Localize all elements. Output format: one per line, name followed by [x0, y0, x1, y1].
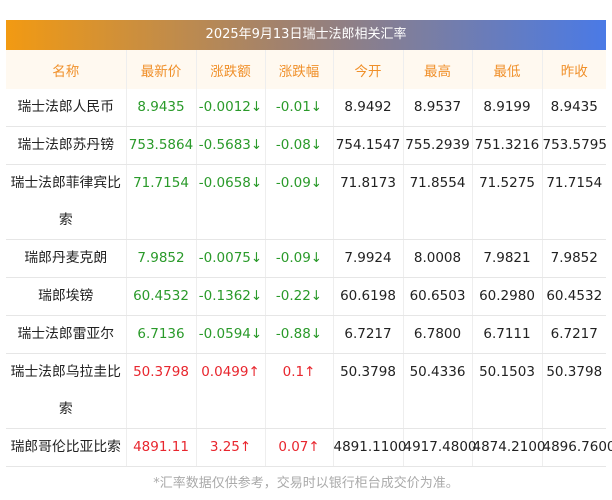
column-header: 涨跌幅	[265, 50, 334, 89]
cell-high: 71.8554	[403, 164, 473, 240]
cell-pct: -0.01↓	[265, 89, 334, 127]
cell-high: 8.0008	[403, 239, 473, 278]
table-row: 瑞士法郎苏丹镑 753.5864 -0.5683↓ -0.08↓ 754.1547 755…	[6, 126, 607, 165]
header-row: 名称 最新价 涨跌额 涨跌幅 今开 最高 最低 昨收	[6, 50, 606, 89]
cell-high: 8.9537	[403, 89, 473, 127]
cell-latest: 50.3798	[126, 353, 197, 429]
cell-name: 瑞郎丹麦克朗	[6, 239, 127, 278]
cell-open: 7.9924	[333, 239, 404, 278]
cell-latest: 60.4532	[126, 277, 197, 316]
table-title: 2025年9月13日瑞士法郎相关汇率	[6, 20, 606, 50]
cell-pct: 0.1↑	[265, 353, 334, 429]
cell-low: 6.7111	[472, 315, 543, 354]
cell-latest: 8.9435	[126, 89, 197, 127]
table-row: 瑞郎哥伦比亚比索 4891.11 3.25↑ 0.07↑ 4891.1100 4917.4…	[6, 428, 612, 467]
column-header: 最高	[403, 50, 473, 89]
cell-low: 60.2980	[472, 277, 543, 316]
cell-latest: 6.7136	[126, 315, 197, 354]
cell-high: 6.7800	[403, 315, 473, 354]
cell-low: 71.5275	[472, 164, 543, 240]
cell-prev: 8.9435	[542, 89, 606, 127]
cell-low: 4874.2100	[472, 428, 546, 467]
cell-pct: -0.09↓	[265, 164, 334, 240]
cell-name: 瑞士法郎乌拉圭比索	[6, 353, 127, 429]
cell-latest: 7.9852	[126, 239, 197, 278]
column-header: 昨收	[542, 50, 606, 89]
column-header: 今开	[333, 50, 404, 89]
column-header: 最新价	[126, 50, 197, 89]
cell-open: 4891.1100	[333, 428, 407, 467]
table-row: 瑞士法郎人民币 8.9435 -0.0012↓ -0.01↓ 8.9492 8.9537 8…	[6, 89, 606, 127]
cell-open: 60.6198	[333, 277, 404, 316]
cell-high: 4917.4800	[403, 428, 477, 467]
cell-prev: 7.9852	[542, 239, 606, 278]
cell-open: 50.3798	[333, 353, 404, 429]
cell-low: 7.9821	[472, 239, 543, 278]
cell-open: 8.9492	[333, 89, 404, 127]
cell-name: 瑞士法郎雷亚尔	[6, 315, 127, 354]
cell-prev: 60.4532	[542, 277, 606, 316]
cell-prev: 6.7217	[542, 315, 606, 354]
column-header: 涨跌额	[196, 50, 266, 89]
cell-open: 754.1547	[333, 126, 404, 165]
exchange-rate-table: 名称 最新价 涨跌额 涨跌幅 今开 最高 最低 昨收 瑞士法郎人民币 8.9435 -0.0012…	[6, 50, 612, 467]
cell-change: 0.0499↑	[196, 353, 266, 429]
table-row: 瑞士法郎雷亚尔 6.7136 -0.0594↓ -0.88↓ 6.7217 6.7800 6…	[6, 315, 606, 354]
column-header: 最低	[472, 50, 543, 89]
cell-name: 瑞士法郎人民币	[6, 89, 127, 127]
cell-change: -0.0012↓	[196, 89, 266, 127]
cell-prev: 753.5795	[542, 126, 607, 165]
cell-low: 8.9199	[472, 89, 543, 127]
table-row: 瑞士法郎乌拉圭比索 50.3798 0.0499↑ 0.1↑ 50.3798 50.433…	[6, 353, 606, 429]
cell-high: 60.6503	[403, 277, 473, 316]
cell-name: 瑞士法郎菲律宾比索	[6, 164, 127, 240]
cell-name: 瑞士法郎苏丹镑	[6, 126, 127, 165]
cell-open: 71.8173	[333, 164, 404, 240]
cell-pct: -0.88↓	[265, 315, 334, 354]
cell-open: 6.7217	[333, 315, 404, 354]
table-row: 瑞郎埃镑 60.4532 -0.1362↓ -0.22↓ 60.6198 60.6503 6…	[6, 277, 606, 316]
cell-latest: 71.7154	[126, 164, 197, 240]
cell-low: 50.1503	[472, 353, 543, 429]
cell-latest: 4891.11	[126, 428, 197, 467]
cell-prev: 50.3798	[542, 353, 606, 429]
cell-latest: 753.5864	[126, 126, 197, 165]
cell-change: -0.1362↓	[196, 277, 266, 316]
cell-name: 瑞郎哥伦比亚比索	[6, 428, 127, 467]
cell-change: -0.0594↓	[196, 315, 266, 354]
cell-change: -0.0658↓	[196, 164, 266, 240]
cell-high: 50.4336	[403, 353, 473, 429]
cell-change: 3.25↑	[196, 428, 266, 467]
cell-prev: 71.7154	[542, 164, 606, 240]
cell-change: -0.5683↓	[196, 126, 266, 165]
column-header: 名称	[6, 50, 127, 89]
cell-pct: -0.22↓	[265, 277, 334, 316]
disclaimer: *汇率数据仅供参考，交易时以银行柜台成交价为准。	[153, 476, 459, 491]
table-row: 瑞士法郎菲律宾比索 71.7154 -0.0658↓ -0.09↓ 71.8173 71.…	[6, 164, 606, 240]
cell-pct: -0.09↓	[265, 239, 334, 278]
cell-high: 755.2939	[403, 126, 473, 165]
cell-low: 751.3216	[472, 126, 543, 165]
cell-change: -0.0075↓	[196, 239, 266, 278]
table-row: 瑞郎丹麦克朗 7.9852 -0.0075↓ -0.09↓ 7.9924 8.0008 7.…	[6, 239, 606, 278]
cell-name: 瑞郎埃镑	[6, 277, 127, 316]
cell-pct: 0.07↑	[265, 428, 334, 467]
cell-pct: -0.08↓	[265, 126, 334, 165]
cell-prev: 4896.7600	[542, 428, 612, 467]
